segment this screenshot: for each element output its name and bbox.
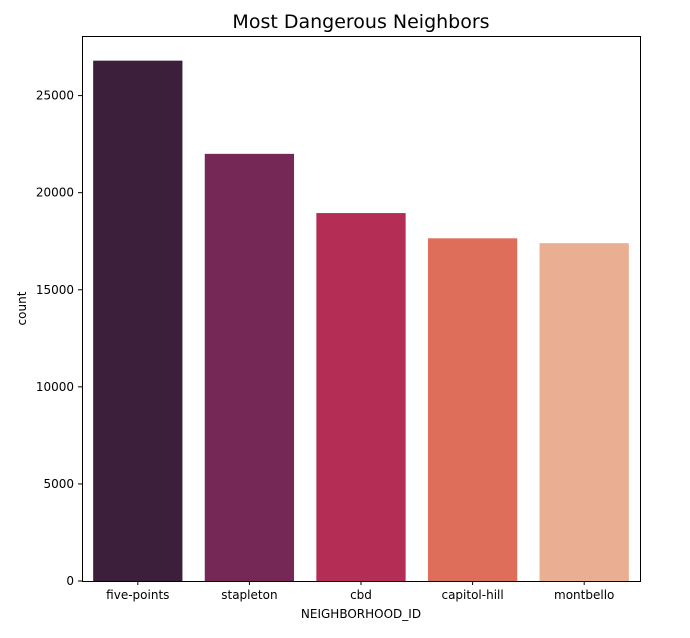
- y-axis-label: count: [15, 291, 29, 325]
- x-axis-label: NEIGHBORHOOD_ID: [301, 607, 421, 621]
- y-tick-label: 5000: [43, 477, 74, 491]
- y-tick-label: 0: [66, 574, 74, 588]
- y-tick-label: 20000: [36, 186, 74, 200]
- chart-title: Most Dangerous Neighbors: [232, 11, 489, 33]
- plot-frame: [82, 36, 641, 582]
- x-tick-label: five-points: [106, 588, 169, 602]
- x-tick-label: cbd: [350, 588, 372, 602]
- x-tick-label: stapleton: [221, 588, 277, 602]
- bar-five-points: [93, 60, 183, 581]
- bar-cbd: [316, 213, 406, 582]
- y-axis-ticks: 0 5000 10000 15000 20000 25000: [36, 89, 82, 588]
- bar-stapleton: [204, 153, 295, 581]
- y-tick-label: 25000: [36, 89, 74, 103]
- x-tick-label: montbello: [554, 588, 614, 602]
- x-tick-label: capitol-hill: [441, 588, 503, 602]
- bars-group: [93, 60, 629, 582]
- bar-capitol-hill: [427, 238, 518, 581]
- y-tick-label: 10000: [36, 380, 74, 394]
- y-tick-label: 15000: [36, 283, 74, 297]
- bar-montbello: [539, 243, 629, 581]
- x-axis-ticks: five-points stapleton cbd capitol-hill montb…: [106, 581, 614, 602]
